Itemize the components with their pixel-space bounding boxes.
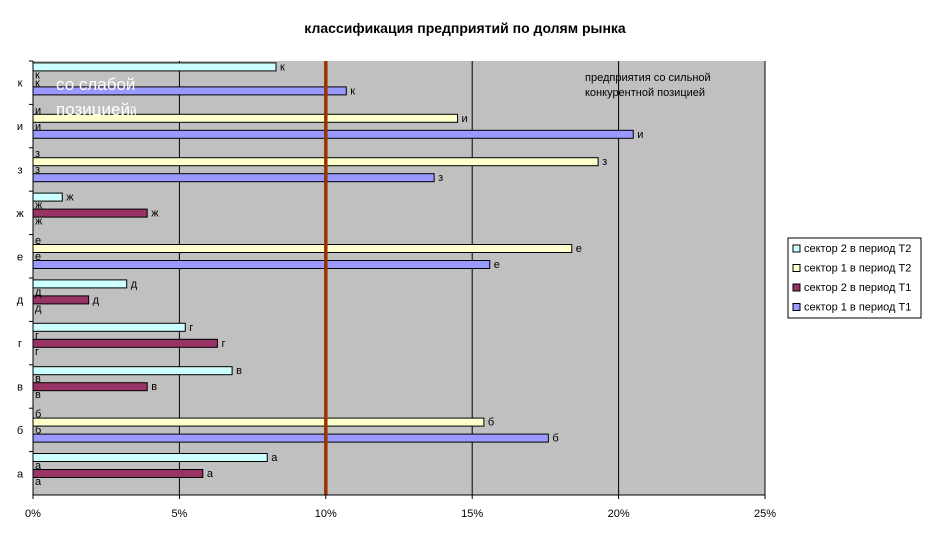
x-tick-label: 20% xyxy=(608,508,630,520)
legend-label: сектор 2 в период Т2 xyxy=(804,243,911,255)
stray-category-label: е xyxy=(35,235,41,247)
plot-area xyxy=(33,61,765,495)
data-label: е xyxy=(494,259,500,271)
stray-category-label: ж xyxy=(35,200,43,212)
bar xyxy=(32,62,277,72)
bar xyxy=(32,208,148,218)
legend-items: сектор 2 в период Т2 сектор 1 в период Т2… xyxy=(792,243,911,314)
stray-category-label: к xyxy=(35,69,40,81)
bar xyxy=(32,322,186,332)
data-label: д xyxy=(93,294,100,306)
legend-label: сектор 1 в период Т2 xyxy=(804,263,911,275)
stray-category-label: в xyxy=(35,389,41,401)
category-label: а xyxy=(17,468,24,480)
bar xyxy=(32,129,634,139)
stray-category-label: е xyxy=(35,251,41,263)
data-label: б xyxy=(488,417,494,429)
data-label: ж xyxy=(151,208,159,220)
bar xyxy=(32,173,435,183)
bar xyxy=(32,453,268,462)
annotation-strong-line-1: предприятия со сильной xyxy=(585,72,711,84)
data-label: б xyxy=(552,433,558,445)
data-label: з xyxy=(438,172,443,184)
stray-category-label: з xyxy=(35,148,40,160)
data-label: и xyxy=(637,129,643,141)
stray-category-label: д xyxy=(35,286,42,298)
stray-category-label: а xyxy=(35,460,42,472)
bar xyxy=(32,338,218,348)
chart-title: классификация предприятий по долям рынка xyxy=(304,20,626,36)
data-label: д xyxy=(131,278,138,290)
x-tick-label: 25% xyxy=(754,508,776,520)
data-label: а xyxy=(207,468,214,480)
category-label: и xyxy=(17,121,23,133)
bar xyxy=(32,433,549,443)
x-tick-label: 10% xyxy=(315,508,337,520)
stray-category-label: г xyxy=(35,346,39,358)
category-label: ж xyxy=(16,208,24,220)
category-label: б xyxy=(17,425,23,437)
stray-category-label: в xyxy=(35,373,41,385)
legend-swatch xyxy=(792,303,801,311)
bar xyxy=(32,469,204,478)
x-tick-label: 5% xyxy=(171,508,187,520)
stray-category-label: ж xyxy=(35,216,43,228)
category-label: з xyxy=(17,165,22,177)
legend-swatch xyxy=(792,264,801,272)
stray-category-label: и xyxy=(35,105,41,117)
data-label: е xyxy=(576,243,582,255)
data-label: ж xyxy=(66,192,74,204)
data-label: и xyxy=(462,113,468,125)
bar xyxy=(32,279,128,289)
bar xyxy=(32,157,599,167)
category-label: е xyxy=(17,251,23,263)
annotation-strong-line-2: конкурентной позицией xyxy=(585,87,705,99)
bar xyxy=(32,244,573,253)
annotations: предприятия со сильной конкурентной пози… xyxy=(56,72,711,119)
category-label: г xyxy=(18,338,22,350)
data-label: к xyxy=(350,85,355,97)
legend: сектор 2 в период Т2 сектор 1 в период Т2… xyxy=(787,237,922,319)
legend-swatch xyxy=(792,283,801,292)
data-label: г xyxy=(221,338,225,350)
category-label: в xyxy=(17,382,23,394)
annotation-weak-line-1: со слабой xyxy=(56,75,135,94)
legend-label: сектор 2 в период Т1 xyxy=(804,282,911,294)
bar xyxy=(32,417,485,427)
legend-box xyxy=(787,237,922,319)
bar xyxy=(32,382,148,392)
data-label: з xyxy=(602,156,607,168)
stray-category-label: г xyxy=(35,330,39,342)
stray-category-label: з xyxy=(35,164,40,176)
legend-swatch xyxy=(792,244,801,253)
bar xyxy=(32,260,491,269)
x-tick-label: 15% xyxy=(461,508,483,520)
stray-category-label: а xyxy=(35,476,42,488)
stray-category-label: б xyxy=(35,409,41,421)
stray-category-label: и xyxy=(35,121,41,133)
data-label: г xyxy=(189,322,193,334)
annotation-weak-word: позицией xyxy=(56,100,130,119)
data-label: а xyxy=(271,452,278,464)
x-tick-label: 0% xyxy=(25,508,41,520)
bars xyxy=(32,62,634,478)
bar xyxy=(32,366,233,376)
annotation-weak-tail: й xyxy=(130,104,137,118)
legend-label: сектор 1 в период Т1 xyxy=(804,302,911,314)
data-label: в xyxy=(151,381,157,393)
data-label: к xyxy=(280,61,285,73)
stray-category-label: д xyxy=(35,302,42,314)
annotation-weak-line-2: позициейй xyxy=(56,100,137,119)
category-label: к xyxy=(18,78,23,90)
stray-category-label: к xyxy=(35,77,40,89)
stray-category-label: б xyxy=(35,425,41,437)
data-label: в xyxy=(236,365,242,377)
category-label: д xyxy=(17,295,24,307)
